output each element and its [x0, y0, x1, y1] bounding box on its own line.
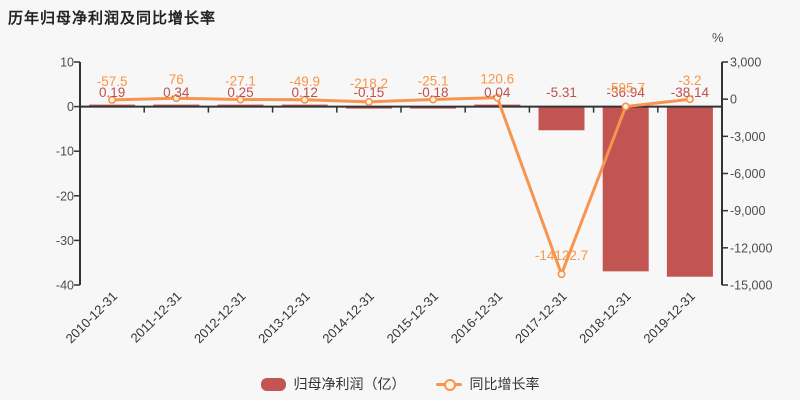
line-value-label: -49.9 [289, 74, 320, 89]
line-point-2011-12-31[interactable] [172, 94, 181, 103]
bar-value-label: 0.34 [163, 85, 190, 100]
x-axis-label-2017-12-31: 2017-12-31 [512, 289, 570, 347]
line-value-label: 76 [169, 72, 184, 87]
x-axis-label-2014-12-31: 2014-12-31 [319, 289, 377, 347]
left-axis-tick-label: -10 [56, 145, 74, 159]
bar-2017-12-31[interactable] [538, 106, 585, 131]
bar-value-label: 0.19 [99, 85, 125, 100]
line-point-2012-12-31[interactable] [236, 95, 245, 104]
line-point-2014-12-31[interactable] [364, 97, 373, 106]
line-series-swatch-icon [435, 378, 462, 391]
legend-item-net-profit[interactable]: 归母净利润（亿） [260, 374, 406, 394]
line-value-label: -14122.7 [535, 248, 588, 263]
line-value-label: 120.6 [480, 72, 514, 87]
line-point-2019-12-31[interactable] [685, 95, 694, 104]
right-axis-tick-label: 3,000 [730, 56, 761, 70]
bar-value-label: -36.94 [607, 85, 646, 100]
line-point-2018-12-31[interactable] [621, 102, 630, 111]
line-value-label: -3.2 [678, 73, 701, 88]
line-point-2015-12-31[interactable] [429, 95, 438, 104]
bar-value-label: -0.18 [418, 85, 449, 100]
bar-value-label: -38.14 [671, 85, 710, 100]
left-axis-tick-label: 0 [67, 100, 74, 114]
line-point-2010-12-31[interactable] [108, 95, 117, 104]
line-point-2017-12-31[interactable] [557, 270, 566, 279]
left-axis-tick-label: -30 [56, 234, 74, 248]
chart-title: 历年归母净利润及同比增长率 [8, 10, 217, 27]
legend-label-net-profit: 归母净利润（亿） [293, 376, 406, 392]
right-axis-tick-label: 0 [730, 93, 737, 107]
bar-2019-12-31[interactable] [666, 106, 713, 277]
x-axis-label-2019-12-31: 2019-12-31 [640, 289, 698, 347]
x-axis-label-2018-12-31: 2018-12-31 [576, 289, 634, 347]
x-axis-label-2012-12-31: 2012-12-31 [191, 289, 249, 347]
growth-rate-line [110, 96, 692, 276]
line-value-label: -218.2 [350, 76, 388, 91]
legend-item-growth-rate[interactable]: 同比增长率 [435, 374, 540, 394]
bar-2018-12-31[interactable] [602, 106, 649, 272]
x-axis-label-2015-12-31: 2015-12-31 [384, 289, 442, 347]
right-axis-tick-label: -6,000 [730, 167, 765, 181]
x-axis-label-2016-12-31: 2016-12-31 [448, 289, 506, 347]
left-axis-tick-label: -20 [56, 189, 74, 203]
right-axis-tick-label: -9,000 [730, 204, 765, 218]
left-axis-tick-label: -40 [56, 279, 74, 293]
line-value-label: -25.1 [418, 73, 449, 88]
bar-value-label: -5.31 [546, 85, 577, 100]
bar-value-label: 0.04 [484, 85, 511, 100]
bar-series-swatch-icon [260, 377, 286, 391]
bar-value-label: 0.25 [227, 85, 253, 100]
line-value-label: -57.5 [97, 74, 128, 89]
line-point-2013-12-31[interactable] [300, 95, 309, 104]
bar-value-label: -0.15 [354, 85, 385, 100]
chart-legend: 归母净利润（亿） 同比增长率 [0, 374, 800, 394]
legend-label-growth-rate: 同比增长率 [469, 376, 540, 392]
right-axis-tick-label: -12,000 [730, 241, 772, 255]
right-axis-tick-label: -15,000 [730, 279, 772, 293]
right-axis-unit-label: % [712, 30, 724, 45]
left-axis-tick-label: 10 [60, 56, 74, 70]
x-axis-label-2010-12-31: 2010-12-31 [63, 289, 121, 347]
x-axis-label-2013-12-31: 2013-12-31 [255, 289, 313, 347]
line-value-label: -595.7 [607, 81, 645, 96]
right-axis-tick-label: -3,000 [730, 130, 765, 144]
x-axis-label-2011-12-31: 2011-12-31 [127, 289, 184, 346]
line-point-2016-12-31[interactable] [493, 93, 502, 102]
line-value-label: -27.1 [225, 74, 256, 89]
bar-value-label: 0.12 [292, 85, 318, 100]
